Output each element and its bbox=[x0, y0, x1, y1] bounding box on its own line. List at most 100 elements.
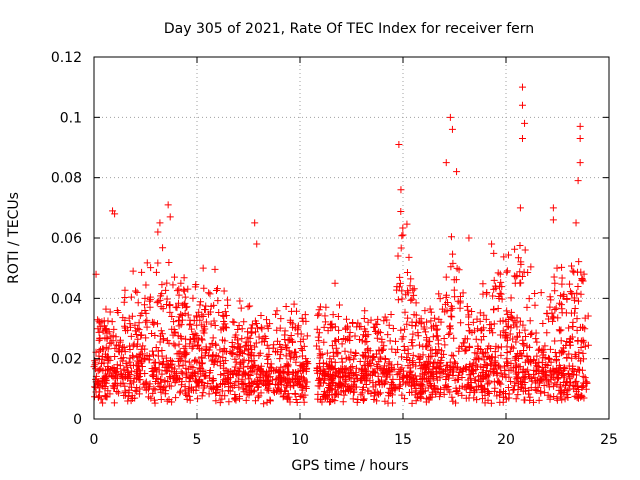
data-point bbox=[557, 301, 565, 309]
data-point bbox=[167, 356, 175, 364]
data-point bbox=[325, 380, 333, 388]
data-point bbox=[407, 367, 415, 375]
data-point bbox=[524, 366, 532, 374]
data-point bbox=[426, 305, 434, 313]
data-point bbox=[452, 276, 460, 284]
data-point bbox=[399, 231, 407, 239]
data-point bbox=[112, 370, 120, 378]
data-point bbox=[583, 379, 591, 387]
data-point bbox=[395, 382, 403, 390]
data-point bbox=[177, 381, 185, 389]
data-point bbox=[315, 337, 323, 345]
data-point bbox=[180, 274, 188, 282]
data-point bbox=[170, 273, 178, 281]
data-point bbox=[173, 350, 181, 358]
data-point bbox=[96, 323, 104, 331]
data-point bbox=[97, 395, 105, 403]
data-point bbox=[450, 334, 458, 342]
data-point bbox=[302, 367, 310, 375]
data-point bbox=[113, 361, 121, 369]
data-point bbox=[410, 380, 418, 388]
data-point bbox=[436, 295, 444, 303]
data-point bbox=[553, 355, 561, 363]
data-point bbox=[405, 372, 413, 380]
data-point bbox=[396, 381, 404, 389]
data-point bbox=[211, 321, 219, 329]
data-point bbox=[348, 382, 356, 390]
data-point bbox=[487, 399, 495, 407]
data-point bbox=[289, 323, 297, 331]
data-point bbox=[209, 334, 217, 342]
data-point bbox=[328, 391, 336, 399]
data-point bbox=[215, 308, 223, 316]
data-point bbox=[170, 318, 178, 326]
data-point bbox=[289, 375, 297, 383]
data-point bbox=[364, 370, 372, 378]
data-point bbox=[202, 302, 210, 310]
data-point bbox=[531, 290, 539, 298]
data-point bbox=[533, 352, 541, 360]
data-point bbox=[566, 280, 574, 288]
data-point bbox=[378, 381, 386, 389]
data-point bbox=[544, 391, 552, 399]
data-point bbox=[181, 309, 189, 317]
data-point bbox=[446, 388, 454, 396]
data-point bbox=[151, 399, 159, 407]
data-point bbox=[148, 347, 156, 355]
data-point bbox=[238, 335, 246, 343]
data-point bbox=[424, 341, 432, 349]
data-point bbox=[516, 349, 524, 357]
data-point bbox=[433, 376, 441, 384]
data-point bbox=[324, 395, 332, 403]
data-point bbox=[565, 350, 573, 358]
data-point bbox=[518, 273, 526, 281]
data-point bbox=[512, 273, 520, 281]
data-point bbox=[446, 322, 454, 330]
data-point bbox=[127, 293, 135, 301]
data-point bbox=[318, 398, 326, 406]
data-point bbox=[451, 376, 459, 384]
data-point bbox=[254, 383, 262, 391]
data-point bbox=[539, 354, 547, 362]
data-point bbox=[184, 311, 192, 319]
axis-ticks: 0 5 10 15 20 25 0 0.02 0.04 0.06 0.08 0.1 0.12 bbox=[51, 50, 618, 448]
data-point bbox=[446, 364, 454, 372]
data-point bbox=[166, 213, 174, 221]
data-point bbox=[434, 385, 442, 393]
data-point bbox=[376, 329, 384, 337]
data-point bbox=[494, 362, 502, 370]
data-point bbox=[336, 382, 344, 390]
data-point bbox=[387, 379, 395, 387]
data-point bbox=[231, 355, 239, 363]
data-point bbox=[444, 382, 452, 390]
data-point bbox=[407, 275, 415, 283]
data-point bbox=[416, 354, 424, 362]
data-point bbox=[265, 351, 273, 359]
data-point bbox=[209, 351, 217, 359]
data-point bbox=[376, 389, 384, 397]
data-point bbox=[320, 323, 328, 331]
data-point bbox=[472, 376, 480, 384]
data-point bbox=[549, 216, 557, 224]
data-point bbox=[412, 387, 420, 395]
data-point bbox=[488, 353, 496, 361]
data-point bbox=[287, 352, 295, 360]
data-point bbox=[168, 325, 176, 333]
data-point bbox=[154, 297, 162, 305]
data-point bbox=[205, 310, 213, 318]
data-point bbox=[218, 387, 226, 395]
data-point bbox=[147, 394, 155, 402]
data-point bbox=[212, 287, 220, 295]
data-point bbox=[497, 351, 505, 359]
data-point bbox=[540, 381, 548, 389]
data-point bbox=[389, 324, 397, 332]
data-point bbox=[510, 385, 518, 393]
data-point bbox=[91, 383, 99, 391]
data-point bbox=[128, 352, 136, 360]
data-point bbox=[398, 391, 406, 399]
data-point bbox=[578, 276, 586, 284]
data-point bbox=[116, 362, 124, 370]
data-point bbox=[150, 359, 158, 367]
data-point bbox=[571, 304, 579, 312]
data-point bbox=[316, 379, 324, 387]
